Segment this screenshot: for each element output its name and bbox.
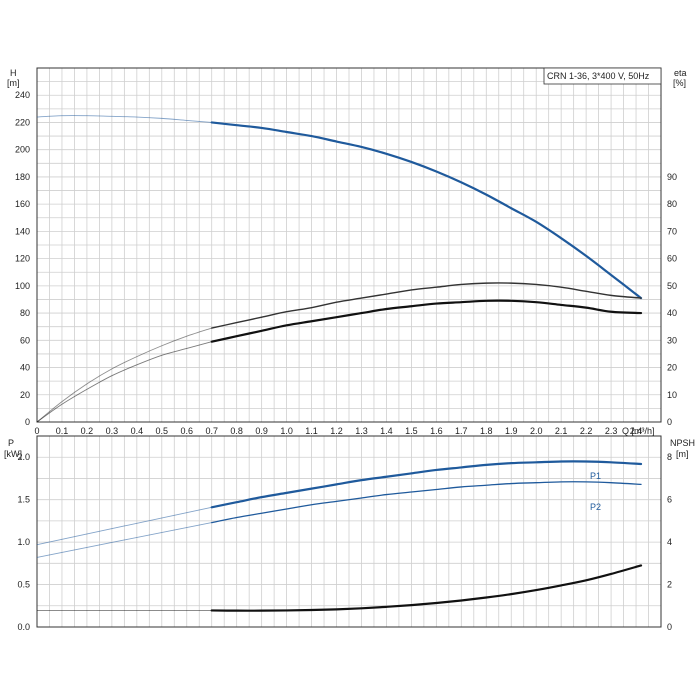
h-tick-label: 180 xyxy=(15,172,30,182)
x-tick-label: 0.7 xyxy=(205,426,218,436)
x-tick-label: 1.1 xyxy=(305,426,318,436)
p-tick-label: 0.5 xyxy=(17,580,30,590)
npsh-tick-label: 0 xyxy=(667,622,672,632)
eta-axis-unit: [%] xyxy=(673,78,686,88)
x-tick-label: 0.1 xyxy=(56,426,69,436)
npsh-tick-label: 8 xyxy=(667,452,672,462)
x-tick-label: 2.4 xyxy=(630,426,643,436)
eta-tick-label: 40 xyxy=(667,308,677,318)
npsh-tick-label: 6 xyxy=(667,495,672,505)
npsh-axis-unit: [m] xyxy=(676,449,689,459)
x-tick-label: 0.5 xyxy=(156,426,169,436)
x-tick-label: 1.5 xyxy=(405,426,418,436)
h-axis-title: H xyxy=(10,68,17,78)
bottom-series-0-extension xyxy=(36,506,212,546)
npsh-axis-title: NPSH xyxy=(670,438,695,448)
eta-tick-label: 90 xyxy=(667,172,677,182)
eta-tick-label: 20 xyxy=(667,363,677,373)
x-tick-label: 1.7 xyxy=(455,426,468,436)
eta-tick-label: 10 xyxy=(667,390,677,400)
legend-box xyxy=(543,67,662,85)
p2-series-label: P2 xyxy=(590,502,601,512)
p1-series-label: P1 xyxy=(590,471,601,481)
x-tick-label: 0.6 xyxy=(181,426,194,436)
bottom-series-0-line xyxy=(210,460,643,509)
bottom-series-1-line xyxy=(211,481,642,524)
bottom-series-1-extension xyxy=(36,522,212,558)
x-tick-label: 0.9 xyxy=(255,426,268,436)
x-tick-label: 0.8 xyxy=(230,426,243,436)
eta-tick-label: 80 xyxy=(667,199,677,209)
h-tick-label: 40 xyxy=(20,363,30,373)
h-tick-label: 200 xyxy=(15,145,30,155)
h-axis-unit: [m] xyxy=(7,78,20,88)
eta-tick-label: 50 xyxy=(667,281,677,291)
x-tick-label: 2.2 xyxy=(580,426,593,436)
p-axis-title: P xyxy=(8,438,14,448)
bottom-series-2-line xyxy=(210,564,643,612)
top-series-2-line xyxy=(210,299,643,343)
top-series-0-extension xyxy=(36,115,212,123)
x-tick-label: 1.0 xyxy=(280,426,293,436)
bottom-panel-grid xyxy=(37,436,661,627)
x-tick-label: 1.6 xyxy=(430,426,443,436)
bottom-panel-frame xyxy=(36,435,662,628)
x-tick-label: 1.9 xyxy=(505,426,518,436)
x-tick-label: 1.8 xyxy=(480,426,493,436)
bottom-panel-tick-labels: 0.0 0.5 1.0 1.5 2.0 0 2 4 6 8 xyxy=(17,452,672,632)
eta-tick-label: 60 xyxy=(667,254,677,264)
top-panel-frame xyxy=(36,67,662,423)
p-tick-label: 2.0 xyxy=(17,452,30,462)
top-panel-grid xyxy=(37,68,661,422)
eta-tick-label: 70 xyxy=(667,226,677,236)
h-tick-label: 120 xyxy=(15,254,30,264)
h-tick-label: 140 xyxy=(15,226,30,236)
top-panel-tick-labels: 0 0.1 0.2 0.3 0.4 0.5 0.6 0.7 0.8 0.9 1.0 1.1 1.2 1.3… xyxy=(15,90,677,436)
legend-text: CRN 1-36, 3*400 V, 50Hz xyxy=(547,71,650,81)
p-tick-label: 1.5 xyxy=(17,495,30,505)
npsh-tick-label: 2 xyxy=(667,580,672,590)
top-series-2-extension xyxy=(36,341,212,423)
x-tick-label: 2.3 xyxy=(605,426,618,436)
h-tick-label: 220 xyxy=(15,117,30,127)
npsh-tick-label: 4 xyxy=(667,537,672,547)
eta-tick-label: 0 xyxy=(667,417,672,427)
eta-axis-title: eta xyxy=(674,68,687,78)
h-tick-label: 160 xyxy=(15,199,30,209)
top-series-1-line xyxy=(211,282,642,329)
h-tick-label: 0 xyxy=(25,417,30,427)
p-tick-label: 0.0 xyxy=(17,622,30,632)
h-tick-label: 100 xyxy=(15,281,30,291)
h-tick-label: 80 xyxy=(20,308,30,318)
x-tick-label: 0.2 xyxy=(81,426,94,436)
x-tick-label: 0.3 xyxy=(106,426,119,436)
x-tick-label: 1.2 xyxy=(330,426,343,436)
top-series-1-extension xyxy=(36,327,212,423)
x-tick-label: 2.0 xyxy=(530,426,543,436)
h-tick-label: 60 xyxy=(20,335,30,345)
h-tick-label: 20 xyxy=(20,390,30,400)
bottom-panel-curves xyxy=(36,460,643,612)
p-axis-unit: [kW] xyxy=(4,449,22,459)
x-tick-label: 2.1 xyxy=(555,426,568,436)
x-tick-label: 1.4 xyxy=(380,426,393,436)
x-tick-label: 1.3 xyxy=(355,426,368,436)
p-tick-label: 1.0 xyxy=(17,537,30,547)
x-tick-label: 0 xyxy=(34,426,39,436)
h-tick-label: 240 xyxy=(15,90,30,100)
eta-tick-label: 30 xyxy=(667,335,677,345)
q-axis-title: Q [m³/h] xyxy=(622,426,655,436)
top-series-0-line xyxy=(210,121,643,300)
top-panel-curves xyxy=(36,115,643,423)
x-tick-label: 0.4 xyxy=(131,426,144,436)
